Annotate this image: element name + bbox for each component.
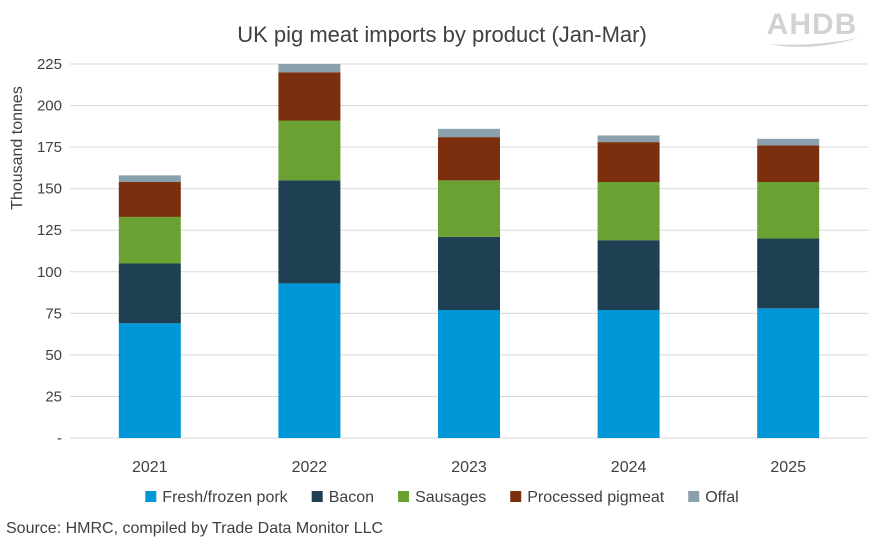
- x-tick-label: 2021: [132, 459, 168, 476]
- legend-swatch: [398, 491, 410, 502]
- x-tick-label: 2024: [611, 459, 647, 476]
- source-note: Source: HMRC, compiled by Trade Data Mon…: [6, 520, 384, 537]
- bar-segment: [438, 180, 500, 237]
- bar-segment: [597, 135, 660, 143]
- y-tick-label: 75: [45, 305, 62, 322]
- legend-label: Processed pigmeat: [527, 489, 665, 506]
- bar-segment: [757, 145, 820, 183]
- bar-stack-2024: [597, 135, 660, 438]
- legend: Fresh/frozen pork Bacon Sausages Processed …: [145, 489, 739, 506]
- y-tick-label: 100: [37, 264, 62, 281]
- bar-segment: [757, 182, 820, 239]
- bar-segment: [597, 310, 660, 438]
- legend-label: Sausages: [415, 489, 486, 506]
- bar-segment: [597, 240, 660, 311]
- y-tick-label: 225: [37, 56, 62, 73]
- bar-segment: [118, 323, 181, 438]
- bar-segment: [278, 64, 341, 73]
- bar-segment: [118, 182, 181, 217]
- y-axis-ticks: - 25 50 75 100 125 150 175 200 225: [37, 56, 62, 447]
- y-tick-label: 200: [37, 98, 62, 115]
- y-tick-label: 25: [45, 388, 62, 405]
- x-tick-label: 2022: [292, 459, 328, 476]
- bar-stack-2021: [118, 175, 181, 438]
- x-tick-label: 2023: [451, 459, 487, 476]
- bar-segment: [757, 138, 820, 146]
- x-tick-label: 2025: [770, 459, 806, 476]
- bar-stack-2023: [438, 128, 500, 438]
- legend-items: Fresh/frozen pork Bacon Sausages Processed …: [145, 489, 739, 506]
- legend-swatch: [510, 491, 522, 502]
- logo-text: AHDB: [767, 8, 858, 41]
- bar-segment: [118, 263, 181, 324]
- bar-segment: [278, 72, 341, 121]
- legend-entry: Offal: [688, 489, 739, 506]
- bar-segment: [278, 180, 341, 284]
- y-tick-label: 50: [45, 347, 62, 364]
- legend-entry: Fresh/frozen pork: [145, 489, 289, 506]
- legend-swatch: [688, 491, 700, 502]
- logo-swoosh: [768, 38, 858, 47]
- chart-title: UK pig meat imports by product (Jan-Mar): [237, 22, 647, 47]
- bar-segment: [118, 175, 181, 183]
- stacked-bar-chart: UK pig meat imports by product (Jan-Mar)…: [9, 8, 868, 506]
- bar-segment: [757, 308, 820, 438]
- bar-stack-2025: [757, 138, 820, 438]
- bar-stack-2022: [278, 64, 341, 438]
- legend-swatch: [311, 491, 323, 502]
- legend-label: Offal: [705, 489, 739, 506]
- legend-entry: Processed pigmeat: [510, 489, 665, 506]
- bar-segment: [438, 310, 500, 438]
- logo: AHDB: [767, 8, 858, 47]
- bar-segment: [438, 137, 500, 181]
- bars: [118, 64, 820, 438]
- bar-segment: [597, 182, 660, 241]
- y-tick-label: 175: [37, 139, 62, 156]
- y-tick-label: 150: [37, 181, 62, 198]
- legend-label: Fresh/frozen pork: [162, 489, 288, 506]
- legend-entry: Sausages: [398, 489, 486, 506]
- y-axis-label: Thousand tonnes: [9, 86, 26, 210]
- legend-label: Bacon: [329, 489, 374, 506]
- x-axis-ticks: 2021 2022 2023 2024 2025: [132, 459, 806, 476]
- bar-segment: [597, 142, 660, 183]
- y-tick-label: -: [57, 430, 62, 447]
- bar-segment: [438, 128, 500, 138]
- legend-swatch: [145, 491, 157, 502]
- bar-segment: [278, 283, 341, 438]
- bar-segment: [278, 120, 341, 181]
- bar-segment: [438, 236, 500, 311]
- y-tick-label: 125: [37, 222, 62, 239]
- bar-segment: [118, 216, 181, 264]
- bar-segment: [757, 238, 820, 309]
- legend-entry: Bacon: [311, 489, 374, 506]
